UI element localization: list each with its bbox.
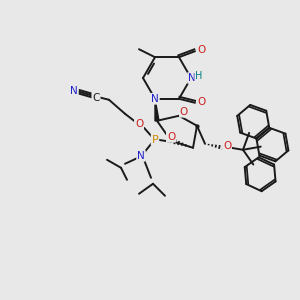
Text: H: H	[195, 71, 203, 81]
Text: C: C	[92, 93, 100, 103]
Text: P: P	[152, 135, 158, 145]
Text: N: N	[151, 94, 159, 104]
Text: O: O	[198, 45, 206, 55]
Text: N: N	[188, 73, 196, 83]
Text: O: O	[197, 97, 205, 107]
Text: N: N	[70, 86, 78, 96]
Text: O: O	[167, 132, 175, 142]
Text: O: O	[180, 107, 188, 117]
Polygon shape	[155, 99, 159, 121]
Text: N: N	[137, 151, 145, 161]
Text: O: O	[135, 119, 143, 129]
Text: O: O	[223, 141, 231, 151]
